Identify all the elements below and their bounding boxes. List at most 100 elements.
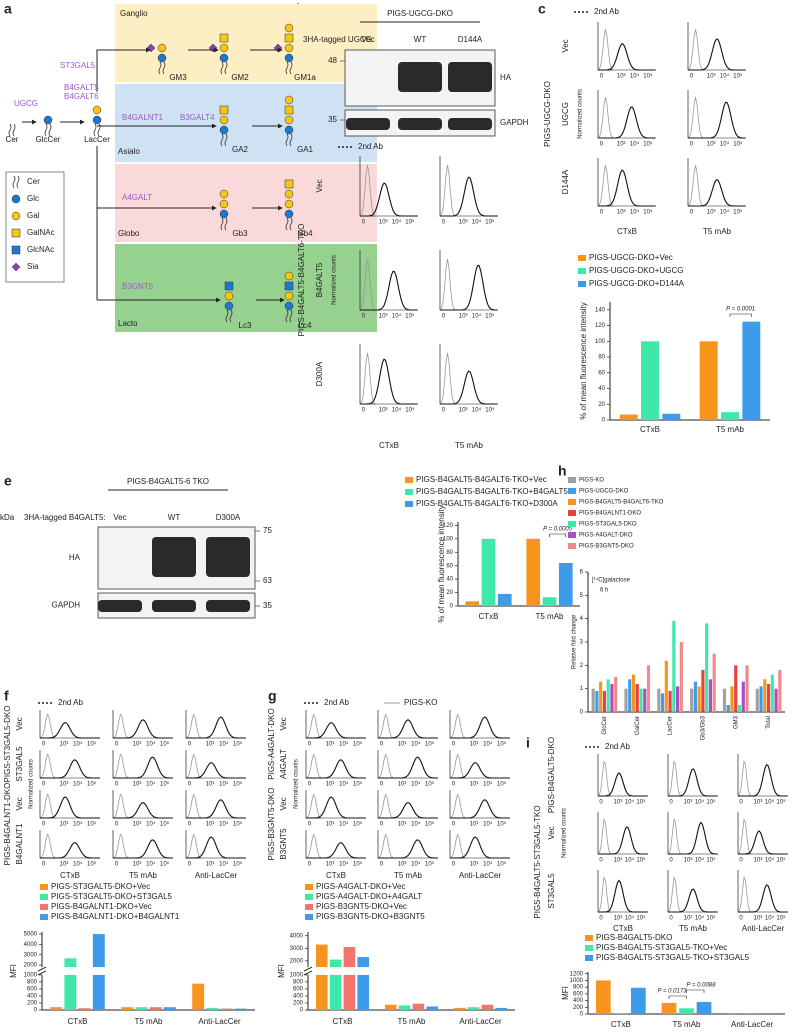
plot-axes bbox=[439, 156, 498, 217]
row-label: Vec bbox=[315, 179, 324, 192]
bar bbox=[668, 691, 672, 712]
x-tick-label: 0 bbox=[308, 862, 312, 868]
x-tick-label: 10⁵ bbox=[425, 861, 435, 868]
x-tick-label: 10⁴ bbox=[765, 857, 775, 864]
legend-swatch bbox=[585, 945, 593, 951]
legend-label: PIGS-B4GALT5-B4GALT6-TKO+Vec bbox=[416, 475, 547, 484]
row-label: Vec bbox=[279, 717, 288, 730]
x-tick-label: CTxB bbox=[611, 1020, 631, 1029]
x-tick-label: 10⁴ bbox=[472, 313, 482, 320]
row-label: B4GALT5 bbox=[315, 262, 324, 297]
bar bbox=[693, 681, 697, 712]
x-tick-label: 10⁵ bbox=[233, 821, 243, 828]
plot-axes bbox=[305, 710, 366, 739]
histogram bbox=[186, 761, 246, 779]
control-histogram bbox=[737, 817, 788, 855]
x-tick-label: 10⁵ bbox=[636, 799, 646, 806]
y-tick-label: 0 bbox=[300, 1008, 304, 1014]
legend-label: PIGS-ST3GAL5-DKO bbox=[579, 522, 637, 528]
x-tick-label: 10⁴ bbox=[219, 781, 229, 788]
row-label: Vec bbox=[15, 717, 24, 730]
control-histogram bbox=[377, 753, 438, 779]
x-tick-label: T5 mAb bbox=[672, 1020, 701, 1029]
bar bbox=[412, 1003, 425, 1010]
y-tick-label: 4 bbox=[580, 616, 584, 622]
bar bbox=[467, 1007, 480, 1010]
annotation: 6 h bbox=[600, 588, 608, 594]
histogram bbox=[378, 839, 438, 859]
histogram bbox=[450, 799, 510, 819]
y-axis-label: Normalized counts bbox=[29, 759, 35, 809]
x-tick-label: 0 bbox=[188, 822, 192, 828]
series-band bbox=[115, 164, 377, 242]
y-tick-label: 400 bbox=[293, 994, 304, 1000]
bar bbox=[78, 1008, 91, 1010]
band-label: GAPDH bbox=[52, 601, 81, 610]
histogram bbox=[598, 169, 655, 207]
x-tick-label: Gb3/Gb3 bbox=[700, 715, 706, 740]
x-tick-label: 10⁵ bbox=[706, 915, 716, 922]
y-tick-label: 0 bbox=[450, 604, 454, 610]
y-tick-label: 600 bbox=[573, 991, 584, 997]
y-axis-label: MFI bbox=[561, 986, 570, 1000]
node-label: GM2 bbox=[231, 73, 249, 82]
y-tick-label: 3 bbox=[580, 640, 584, 646]
histogram bbox=[186, 716, 246, 739]
x-tick-label: 10⁵ bbox=[87, 781, 97, 788]
legend-label: PIGS-B4GALT5-ST3GAL5-TKO+ST3GAL5 bbox=[596, 953, 750, 962]
x-tick-label: 10⁵ bbox=[485, 407, 495, 414]
node-label: GlcCer bbox=[36, 135, 61, 144]
bar bbox=[641, 341, 659, 420]
legend-label: PIGS-B4GALNT1-DKO+B4GALNT1 bbox=[51, 912, 180, 921]
histogram bbox=[738, 884, 788, 913]
glycan-symbol bbox=[284, 23, 294, 33]
x-tick-label: GM3 bbox=[733, 715, 739, 729]
histogram bbox=[113, 719, 173, 739]
control-histogram bbox=[687, 97, 745, 139]
x-tick-label: 0 bbox=[690, 74, 694, 80]
glycan-symbol bbox=[284, 105, 294, 115]
x-tick-label: 10³ bbox=[60, 862, 69, 868]
y-axis-label: MFI bbox=[277, 964, 286, 978]
legend-label: PIGS-A4GALT-DKO+A4GALT bbox=[316, 892, 422, 901]
bar bbox=[591, 688, 595, 712]
x-tick-label: 10⁴ bbox=[339, 821, 349, 828]
significance-bracket bbox=[549, 533, 567, 537]
histogram bbox=[40, 721, 100, 739]
x-tick-label: 0 bbox=[452, 782, 456, 788]
x-tick-label: 10⁵ bbox=[643, 141, 653, 148]
column-label: T5 mAb bbox=[455, 441, 484, 450]
histogram bbox=[306, 796, 366, 819]
legend-label: Glc bbox=[27, 194, 39, 203]
bar bbox=[755, 688, 759, 712]
x-tick-label: 10⁵ bbox=[233, 861, 243, 868]
bar bbox=[696, 1001, 712, 1014]
histogram bbox=[378, 756, 438, 779]
x-tick-label: 10³ bbox=[617, 210, 626, 216]
x-tick-label: 10⁵ bbox=[733, 209, 743, 216]
axis-break bbox=[303, 970, 313, 976]
x-tick-label: 10⁵ bbox=[353, 741, 363, 748]
x-tick-label: 0 bbox=[739, 800, 743, 806]
control-histogram bbox=[687, 29, 745, 71]
bar bbox=[121, 1007, 134, 1010]
bar bbox=[526, 538, 541, 606]
series-label: Lacto bbox=[118, 319, 138, 328]
x-tick-label: 10⁵ bbox=[485, 313, 495, 320]
bar bbox=[92, 934, 105, 968]
x-tick-label: 0 bbox=[115, 782, 119, 788]
enzyme-label: B4GALNT1 bbox=[122, 113, 163, 122]
x-tick-label: 10³ bbox=[326, 742, 335, 748]
histogram bbox=[40, 796, 100, 819]
control-histogram bbox=[112, 753, 173, 779]
lipid-tail bbox=[285, 309, 293, 323]
group-label: PIGS-B4GALT5-B4GALT6-TKO bbox=[297, 224, 306, 337]
panel-label: c bbox=[538, 1, 546, 17]
blot-title: PIGS-B4GALT5-6 TKO bbox=[127, 477, 209, 486]
marker-label: 75 bbox=[263, 526, 272, 535]
bar bbox=[774, 688, 778, 712]
bar bbox=[613, 1012, 629, 1014]
node-label: GA1 bbox=[297, 145, 314, 154]
x-tick-label: 10⁴ bbox=[411, 741, 421, 748]
y-tick-label: 400 bbox=[27, 994, 38, 1000]
